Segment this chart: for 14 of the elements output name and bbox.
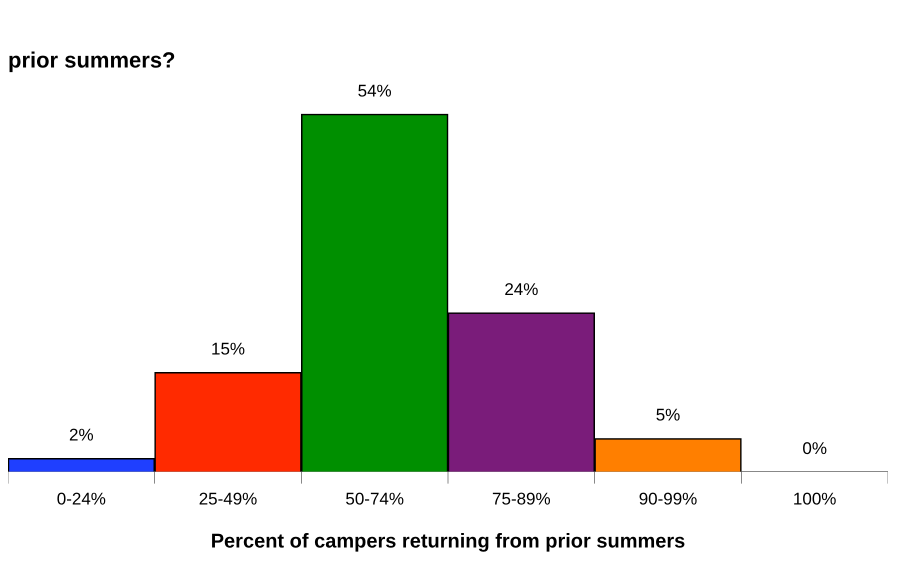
data-label: 54% — [358, 81, 392, 100]
x-tick-label: 0-24% — [56, 489, 106, 508]
x-tick-label: 50-74% — [345, 489, 404, 508]
data-label: 0% — [802, 438, 827, 458]
data-label: 2% — [69, 426, 94, 445]
x-tick-label: 25-49% — [198, 489, 258, 508]
x-axis-title: Percent of campers returning from prior summers — [210, 530, 686, 553]
x-tick-label: 100% — [792, 489, 836, 508]
data-label: 15% — [210, 339, 246, 358]
x-tick-label: 90-99% — [638, 489, 698, 508]
chart-title: prior summers? — [8, 47, 176, 72]
data-label: 5% — [656, 406, 680, 425]
x-tick-label: 75-89% — [492, 489, 551, 508]
data-label: 24% — [504, 280, 538, 299]
